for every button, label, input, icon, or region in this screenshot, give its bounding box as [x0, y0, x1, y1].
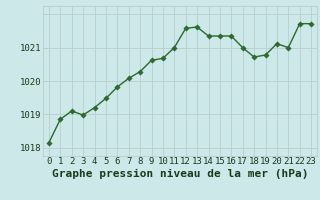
X-axis label: Graphe pression niveau de la mer (hPa): Graphe pression niveau de la mer (hPa) [52, 169, 308, 179]
